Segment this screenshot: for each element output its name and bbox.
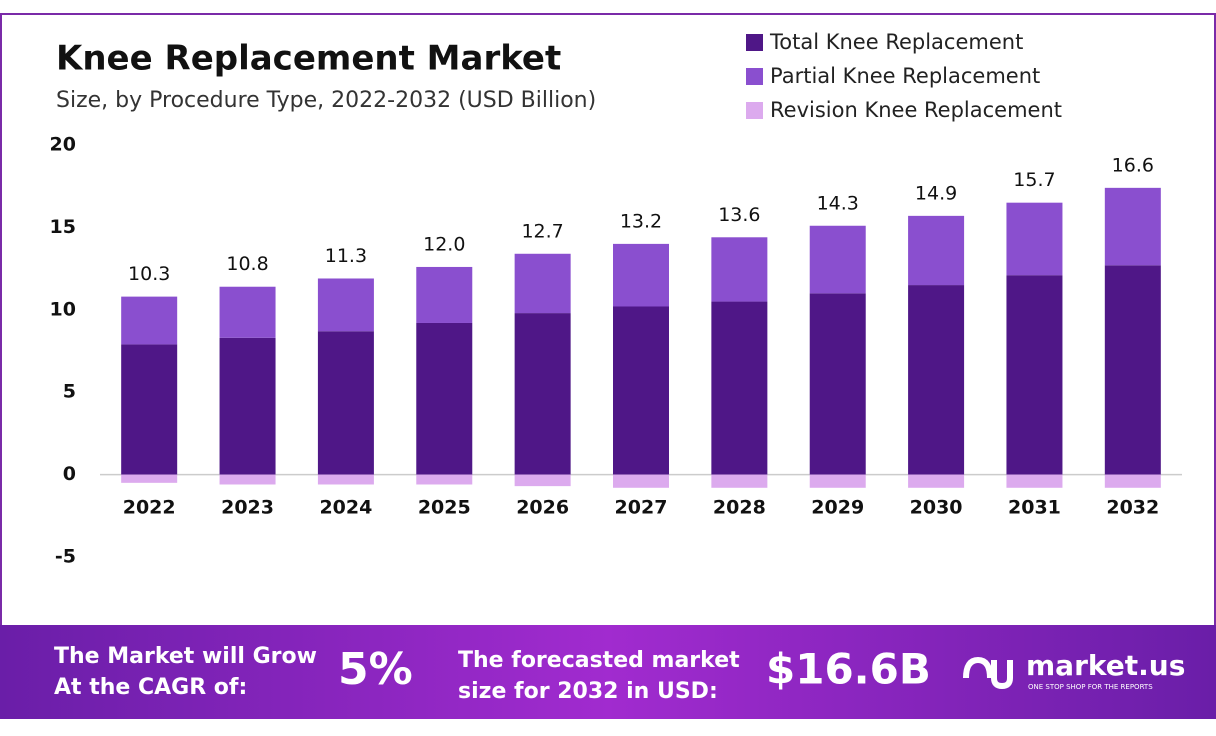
bar-segment: [121, 474, 178, 483]
bar-segment: [908, 474, 965, 488]
x-tick-label: 2023: [221, 497, 274, 519]
legend-swatch: [746, 34, 763, 51]
bar-segment: [711, 301, 768, 475]
bar-segment: [711, 237, 768, 302]
bar-segment: [1104, 474, 1161, 488]
value-label: 13.6: [718, 204, 760, 226]
bar-segment: [121, 296, 178, 345]
value-label: 13.2: [620, 210, 662, 232]
bar-segment: [416, 474, 473, 485]
cagr-text: The Market will Grow: [54, 644, 317, 669]
x-tick-label: 2026: [516, 497, 569, 519]
bar-segment: [514, 253, 571, 314]
bar-segment: [1006, 474, 1063, 488]
x-tick-label: 2030: [910, 497, 963, 519]
value-label: 12.7: [521, 220, 563, 242]
cagr-value: 5%: [338, 644, 413, 695]
bar-segment: [121, 344, 178, 475]
bar-segment: [711, 474, 768, 488]
bar-segment: [1006, 202, 1063, 276]
value-label: 10.8: [226, 253, 268, 275]
bar-segment: [613, 474, 669, 488]
value-label: 14.3: [817, 192, 859, 214]
bar-segment: [809, 225, 866, 294]
y-tick-label: 10: [50, 298, 76, 320]
value-label: 16.6: [1112, 154, 1154, 176]
bar-segment: [1104, 187, 1161, 266]
x-tick-label: 2032: [1106, 497, 1159, 519]
bar-segment: [416, 266, 473, 323]
bar-segment: [219, 474, 276, 485]
y-tick-label: 20: [50, 134, 76, 156]
forecast-text: The forecasted market: [458, 648, 740, 673]
value-label: 15.7: [1013, 169, 1055, 191]
value-label: 11.3: [325, 245, 367, 267]
x-tick-label: 2028: [713, 497, 766, 519]
bar-segment: [1104, 265, 1161, 475]
legend-swatch: [746, 68, 763, 85]
bar-segment: [317, 331, 374, 475]
brand-tagline: ONE STOP SHOP FOR THE REPORTS: [1028, 683, 1153, 691]
bar-segment: [514, 313, 571, 475]
x-tick-label: 2022: [123, 497, 176, 519]
brand-logo: [963, 656, 1013, 690]
x-tick-label: 2027: [615, 497, 668, 519]
y-tick-label: 15: [50, 216, 76, 238]
bar-segment: [317, 278, 374, 332]
bar-segment: [809, 293, 866, 475]
brand: market.us: [1026, 649, 1185, 682]
y-tick-label: 5: [63, 381, 76, 403]
legend-label: Revision Knee Replacement: [770, 98, 1062, 122]
chart-subtitle: Size, by Procedure Type, 2022-2032 (USD …: [56, 88, 596, 113]
y-tick-label: -5: [55, 546, 76, 568]
bar-segment: [809, 474, 866, 488]
bar-segment: [219, 337, 276, 475]
x-tick-label: 2029: [811, 497, 864, 519]
value-label: 14.9: [915, 182, 957, 204]
bar-segment: [613, 243, 669, 307]
value-label: 12.0: [423, 233, 465, 255]
chart-title: Knee Replacement Market: [56, 39, 561, 79]
value-label: 10.3: [128, 263, 170, 285]
legend-label: Partial Knee Replacement: [770, 64, 1040, 88]
bar-segment: [908, 215, 965, 286]
bar-segment: [908, 285, 965, 475]
bar-segment: [1006, 275, 1063, 475]
x-tick-label: 2031: [1008, 497, 1061, 519]
x-tick-label: 2025: [418, 497, 471, 519]
bar-segment: [317, 474, 374, 485]
bar-segment: [613, 306, 669, 475]
bar-segment: [416, 322, 473, 475]
legend-label: Total Knee Replacement: [769, 30, 1023, 54]
bar-segment: [219, 286, 276, 338]
forecast-value: $16.6B: [766, 645, 931, 694]
legend-swatch: [746, 102, 763, 119]
banner: [0, 625, 1216, 719]
x-tick-label: 2024: [319, 497, 372, 519]
forecast-text: size for 2032 in USD:: [458, 679, 718, 704]
bar-segment: [514, 474, 571, 487]
cagr-text: At the CAGR of:: [54, 675, 247, 700]
y-tick-label: 0: [63, 463, 76, 485]
